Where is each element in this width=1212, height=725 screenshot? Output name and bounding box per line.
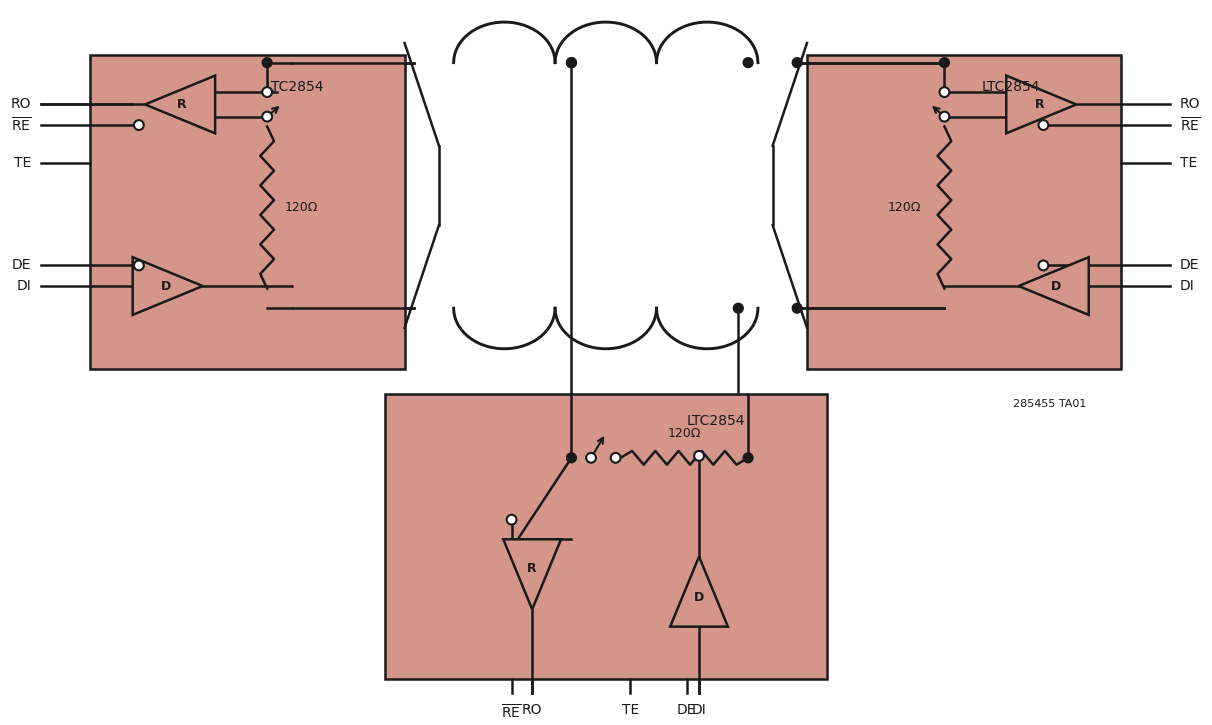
Circle shape bbox=[743, 58, 753, 67]
Text: DE: DE bbox=[1180, 258, 1200, 273]
Text: 120Ω: 120Ω bbox=[668, 427, 701, 440]
Circle shape bbox=[262, 112, 271, 122]
Circle shape bbox=[262, 87, 271, 97]
Polygon shape bbox=[503, 539, 561, 609]
Circle shape bbox=[1039, 260, 1048, 270]
Circle shape bbox=[733, 303, 743, 313]
FancyBboxPatch shape bbox=[91, 55, 405, 370]
Text: RO: RO bbox=[11, 97, 32, 112]
Text: TE: TE bbox=[622, 703, 639, 717]
Text: LTC2854: LTC2854 bbox=[687, 414, 745, 428]
Text: 120Ω: 120Ω bbox=[887, 201, 921, 214]
Text: DI: DI bbox=[1180, 279, 1195, 293]
Text: 285455 TA01: 285455 TA01 bbox=[1013, 399, 1086, 409]
Text: D: D bbox=[1051, 280, 1060, 293]
Circle shape bbox=[507, 515, 516, 525]
Text: TE: TE bbox=[1180, 157, 1197, 170]
Circle shape bbox=[743, 453, 753, 463]
Circle shape bbox=[694, 451, 704, 461]
Polygon shape bbox=[132, 257, 202, 315]
Polygon shape bbox=[145, 75, 216, 133]
Text: R: R bbox=[1034, 98, 1044, 111]
Circle shape bbox=[566, 453, 577, 463]
Circle shape bbox=[611, 453, 621, 463]
Circle shape bbox=[566, 58, 577, 67]
Text: R: R bbox=[527, 562, 537, 575]
Text: D: D bbox=[694, 592, 704, 604]
Circle shape bbox=[793, 303, 802, 313]
Circle shape bbox=[587, 453, 596, 463]
Text: DE: DE bbox=[12, 258, 32, 273]
Text: LTC2854: LTC2854 bbox=[982, 80, 1040, 94]
Circle shape bbox=[566, 58, 577, 67]
Circle shape bbox=[793, 58, 802, 67]
Text: DI: DI bbox=[17, 279, 32, 293]
Circle shape bbox=[135, 260, 144, 270]
Text: R: R bbox=[177, 98, 187, 111]
Polygon shape bbox=[1018, 257, 1088, 315]
Polygon shape bbox=[1006, 75, 1076, 133]
Text: LTC2854: LTC2854 bbox=[265, 80, 324, 94]
Text: $\overline{\rm RE}$: $\overline{\rm RE}$ bbox=[1180, 116, 1200, 134]
Text: RO: RO bbox=[522, 703, 543, 717]
Text: $\overline{\rm RE}$: $\overline{\rm RE}$ bbox=[502, 703, 521, 721]
FancyBboxPatch shape bbox=[385, 394, 827, 679]
Circle shape bbox=[939, 112, 949, 122]
Circle shape bbox=[939, 87, 949, 97]
Text: 120Ω: 120Ω bbox=[285, 201, 319, 214]
Polygon shape bbox=[670, 557, 728, 626]
Text: $\overline{\rm RE}$: $\overline{\rm RE}$ bbox=[11, 116, 32, 134]
Circle shape bbox=[939, 58, 949, 67]
Text: RO: RO bbox=[1180, 97, 1201, 112]
Text: D: D bbox=[160, 280, 171, 293]
Text: TE: TE bbox=[15, 157, 32, 170]
Circle shape bbox=[262, 58, 271, 67]
Circle shape bbox=[1039, 120, 1048, 130]
Text: DI: DI bbox=[692, 703, 707, 717]
FancyBboxPatch shape bbox=[807, 55, 1121, 370]
Circle shape bbox=[135, 120, 144, 130]
Text: DE: DE bbox=[678, 703, 697, 717]
